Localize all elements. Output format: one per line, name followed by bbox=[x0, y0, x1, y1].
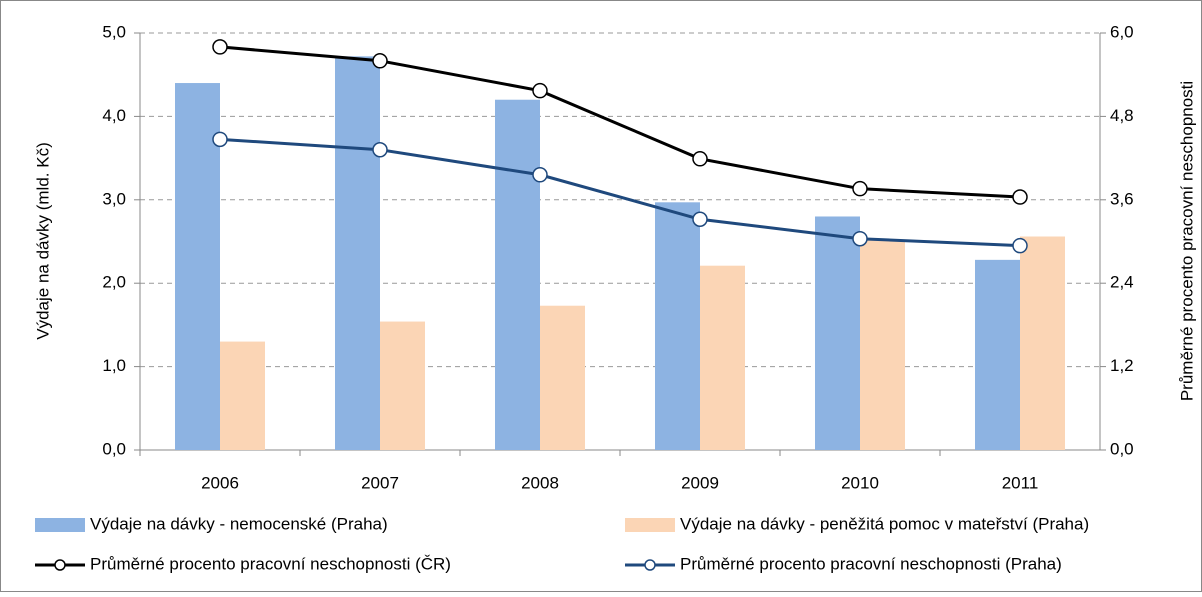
y-tick-label: 2,0 bbox=[102, 273, 126, 292]
y-tick-label: 4,0 bbox=[102, 106, 126, 125]
x-tick-label: 2006 bbox=[201, 473, 239, 492]
bar bbox=[860, 239, 905, 450]
y-tick-label: 1,0 bbox=[102, 356, 126, 375]
legend-label: Výdaje na dávky - nemocenské (Praha) bbox=[90, 514, 388, 533]
legend-label: Průměrné procento pracovní neschopnosti … bbox=[680, 554, 1062, 573]
legend-swatch bbox=[35, 518, 85, 532]
bar bbox=[335, 56, 380, 451]
legend-marker bbox=[644, 559, 656, 571]
y2-tick-label: 2,4 bbox=[1110, 273, 1134, 292]
line-marker bbox=[532, 167, 548, 183]
bar bbox=[1020, 236, 1065, 450]
x-tick-label: 2009 bbox=[681, 473, 719, 492]
legend-label: Výdaje na dávky - peněžitá pomoc v mateř… bbox=[680, 514, 1089, 533]
bar bbox=[220, 341, 265, 450]
y2-tick-label: 1,2 bbox=[1110, 356, 1134, 375]
y-axis-title: Výdaje na dávky (mld. Kč) bbox=[33, 142, 52, 339]
line bbox=[219, 137, 1021, 248]
bar bbox=[175, 83, 220, 450]
x-tick-label: 2007 bbox=[361, 473, 399, 492]
line-marker bbox=[372, 53, 388, 69]
y-tick-label: 3,0 bbox=[102, 189, 126, 208]
line-marker bbox=[1012, 189, 1028, 205]
line-marker bbox=[852, 230, 868, 247]
line-marker bbox=[692, 151, 708, 167]
bar bbox=[815, 216, 860, 450]
y2-tick-label: 3,6 bbox=[1110, 189, 1134, 208]
line-marker bbox=[1012, 237, 1028, 254]
legend-marker bbox=[54, 559, 66, 571]
x-tick-label: 2008 bbox=[521, 473, 559, 492]
y2-tick-label: 6,0 bbox=[1110, 22, 1134, 41]
line-marker bbox=[212, 131, 228, 148]
bar bbox=[975, 259, 1020, 450]
y2-axis-title: Průměrné procento pracovní neschopnosti bbox=[1177, 81, 1196, 401]
legend-swatch bbox=[625, 518, 675, 532]
y2-tick-label: 0,0 bbox=[1110, 439, 1134, 458]
x-tick-label: 2010 bbox=[841, 473, 879, 492]
y-tick-label: 5,0 bbox=[102, 22, 126, 41]
y2-tick-label: 4,8 bbox=[1110, 106, 1134, 125]
line-marker bbox=[852, 180, 868, 197]
line-marker bbox=[212, 39, 228, 55]
y-tick-label: 0,0 bbox=[102, 439, 126, 458]
bar bbox=[700, 265, 745, 450]
line-marker bbox=[532, 82, 548, 99]
bar bbox=[540, 305, 585, 450]
line-marker bbox=[692, 211, 708, 228]
bar bbox=[495, 99, 540, 450]
legend-label: Průměrné procento pracovní neschopnosti … bbox=[90, 554, 451, 573]
line bbox=[219, 45, 1021, 199]
x-tick-label: 2011 bbox=[1002, 473, 1039, 492]
bar bbox=[655, 202, 700, 450]
bar bbox=[380, 321, 425, 450]
line-marker bbox=[372, 142, 388, 158]
